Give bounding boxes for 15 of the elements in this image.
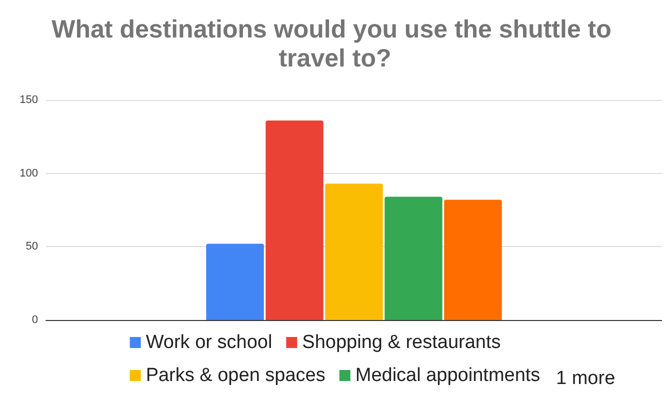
legend-label: Work or school — [146, 332, 272, 353]
bar — [266, 120, 324, 320]
bar — [444, 200, 502, 320]
bar — [325, 184, 383, 320]
y-tick-label: 100 — [20, 167, 38, 180]
text: 1 more — [556, 368, 616, 389]
chart-title: What destinations would you use the shuttle to travel to? — [52, 16, 618, 72]
legend-label: Parks & open spaces — [146, 365, 326, 386]
legend-label: Medical appointments — [355, 365, 540, 386]
bar — [384, 196, 442, 320]
y-tick-label: 50 — [26, 240, 38, 253]
y-tick-label: 150 — [20, 94, 38, 106]
y-tick-label: 0 — [32, 314, 38, 326]
bar — [206, 244, 264, 320]
legend-label: Shopping & restaurants — [302, 332, 501, 353]
